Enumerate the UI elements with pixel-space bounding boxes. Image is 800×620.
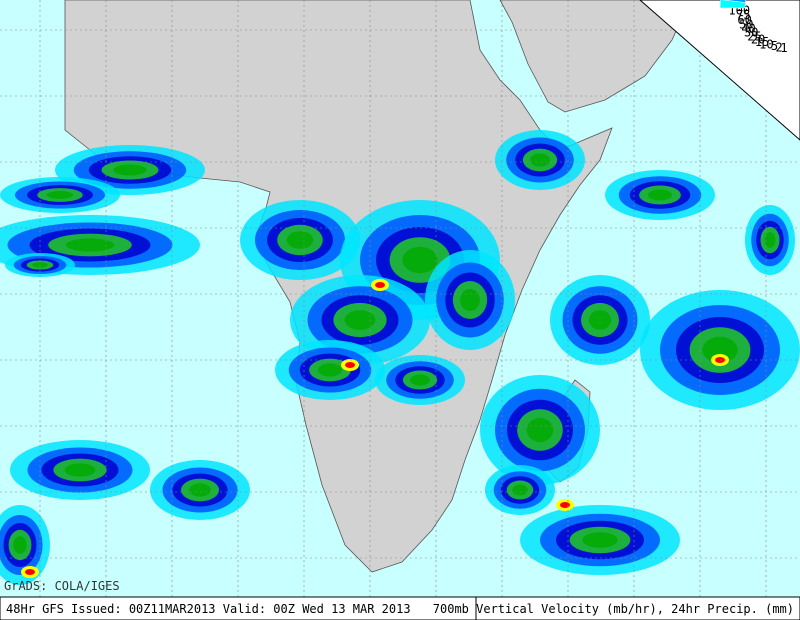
precip-area bbox=[526, 417, 554, 443]
precip-area bbox=[64, 463, 96, 477]
legend-label: 25 bbox=[747, 29, 761, 43]
precip-area bbox=[460, 289, 480, 311]
legend-swatch bbox=[719, 0, 746, 9]
legend-label: 1 bbox=[780, 41, 787, 55]
legend-label: 2 bbox=[776, 40, 783, 54]
legend-box bbox=[639, 0, 800, 141]
precip-area bbox=[286, 231, 314, 249]
precip-area bbox=[589, 310, 611, 330]
precip-area bbox=[530, 153, 550, 167]
footer-bar bbox=[0, 596, 800, 620]
legend-label: 40 bbox=[741, 22, 755, 36]
footer-left: 48Hr GFS Issued: 00Z11MAR2013 Valid: 00Z… bbox=[6, 602, 411, 616]
precip-area bbox=[647, 189, 673, 201]
precip-areas bbox=[0, 130, 800, 585]
precip-core bbox=[560, 502, 570, 508]
credit: GrADS: COLA/IGES bbox=[4, 579, 120, 593]
precip-area bbox=[702, 336, 738, 364]
legend-label: 5 bbox=[771, 39, 778, 53]
precip-area bbox=[46, 191, 74, 199]
legend-label: 20 bbox=[751, 32, 765, 46]
legend-label: 30 bbox=[744, 26, 758, 40]
precip-core bbox=[375, 282, 385, 288]
footer-right: 700mb Vertical Velocity (mb/hr), 24hr Pr… bbox=[433, 602, 794, 616]
precip-core bbox=[345, 362, 355, 368]
precip-core bbox=[25, 569, 35, 575]
precip-area bbox=[402, 246, 438, 274]
precip-area bbox=[582, 532, 618, 548]
legend-label: 10 bbox=[759, 37, 773, 51]
legend-label: 15 bbox=[755, 35, 769, 49]
precip-area bbox=[113, 164, 147, 176]
legend-label: 60 bbox=[737, 13, 751, 27]
precip-area bbox=[764, 232, 776, 248]
precip-area bbox=[189, 483, 211, 497]
precip-area bbox=[344, 310, 376, 330]
precip-area bbox=[410, 374, 430, 386]
legend-label: 50 bbox=[739, 17, 753, 31]
legend-label: 75 bbox=[736, 8, 750, 22]
graticule bbox=[0, 0, 800, 597]
precip-area bbox=[317, 363, 343, 377]
precip-area bbox=[512, 484, 528, 496]
precip-area bbox=[65, 238, 115, 252]
precip-area bbox=[13, 536, 27, 554]
